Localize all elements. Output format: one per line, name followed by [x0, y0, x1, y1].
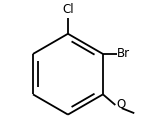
- Text: Cl: Cl: [62, 2, 74, 15]
- Text: Br: Br: [117, 47, 130, 60]
- Text: O: O: [116, 99, 125, 112]
